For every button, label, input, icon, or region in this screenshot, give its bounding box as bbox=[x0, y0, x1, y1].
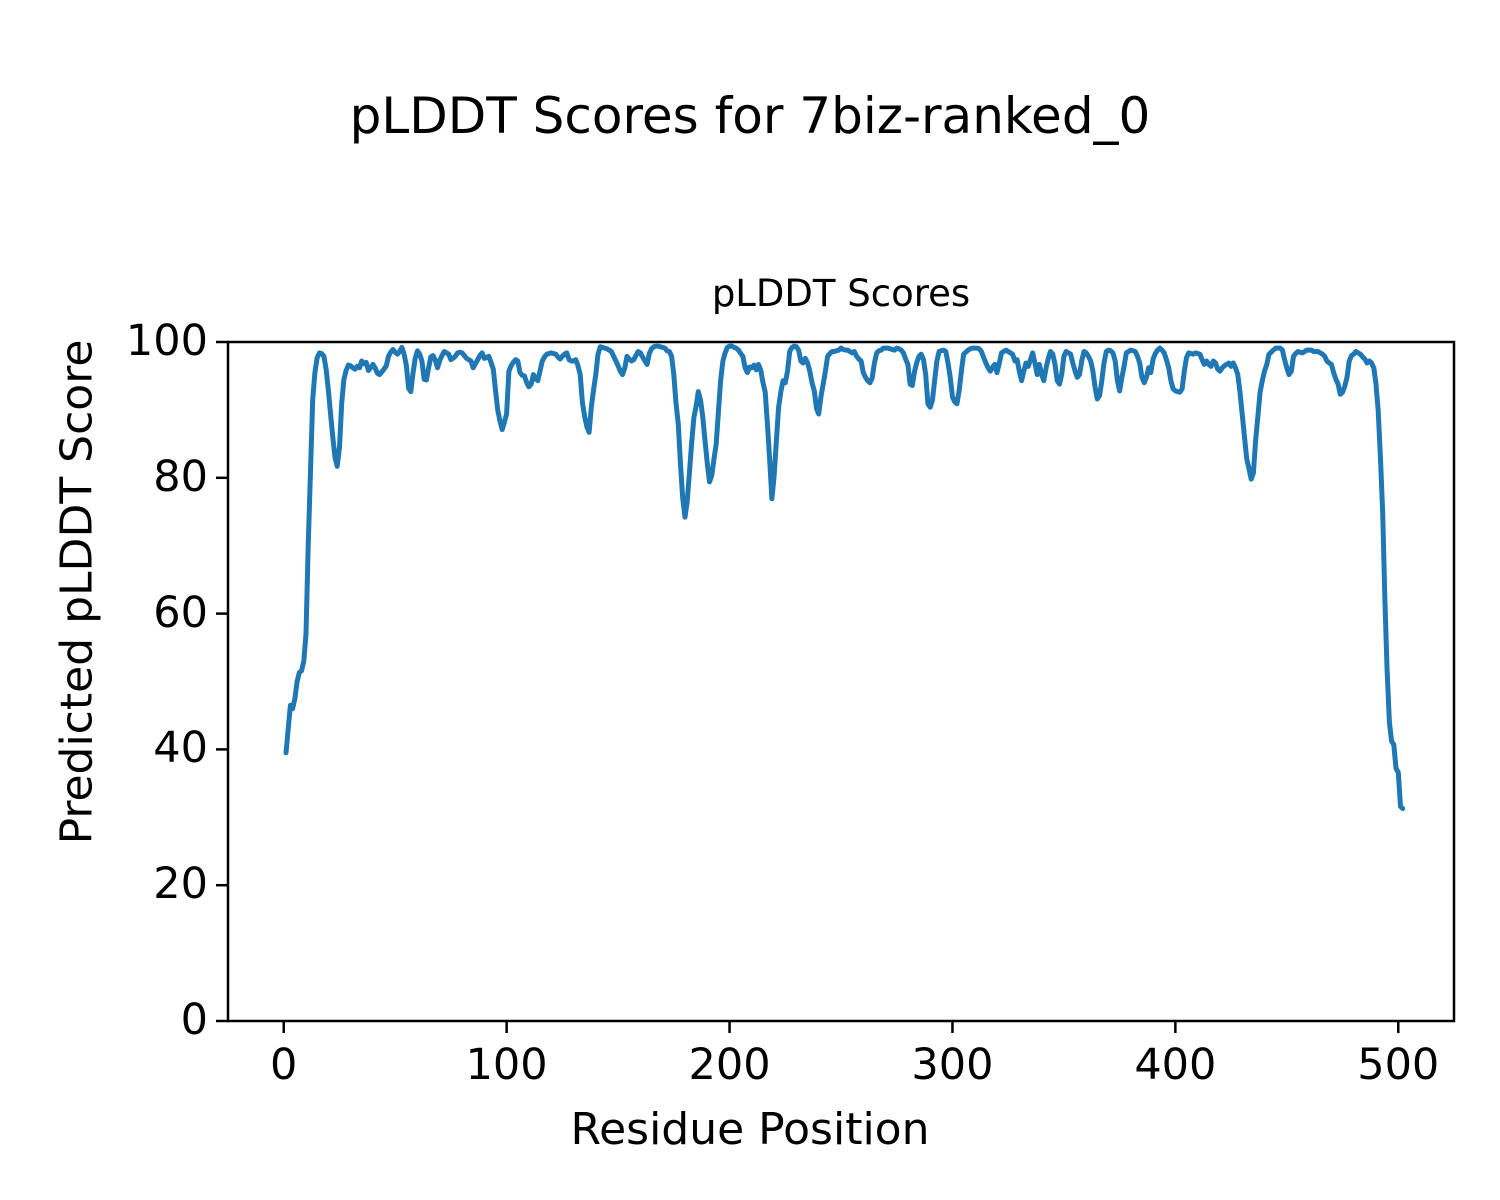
y-axis-label: Predicted pLDDT Score bbox=[51, 339, 103, 845]
y-tick-label: 20 bbox=[153, 859, 208, 910]
y-tick-label: 80 bbox=[153, 451, 208, 502]
x-tick-label: 500 bbox=[1357, 1040, 1440, 1090]
x-tick-label: 200 bbox=[688, 1040, 771, 1090]
x-tick-label: 300 bbox=[911, 1040, 994, 1090]
x-tick-label: 0 bbox=[270, 1040, 298, 1090]
plddt-line bbox=[283, 343, 1406, 811]
x-tick-label: 100 bbox=[465, 1040, 548, 1090]
axes-title: pLDDT Scores bbox=[711, 272, 971, 315]
y-tick-label: 0 bbox=[180, 995, 208, 1045]
y-tick-label: 40 bbox=[153, 723, 208, 774]
figure-suptitle: pLDDT Scores for 7biz-ranked_0 bbox=[349, 87, 1151, 145]
y-tick-label: 60 bbox=[153, 587, 208, 638]
axes-box bbox=[226, 340, 1456, 1023]
x-axis-label: Residue Position bbox=[570, 1104, 930, 1155]
x-tick-label: 400 bbox=[1134, 1040, 1217, 1090]
y-tick-label: 100 bbox=[125, 316, 208, 366]
tick-marks bbox=[216, 340, 1400, 1033]
